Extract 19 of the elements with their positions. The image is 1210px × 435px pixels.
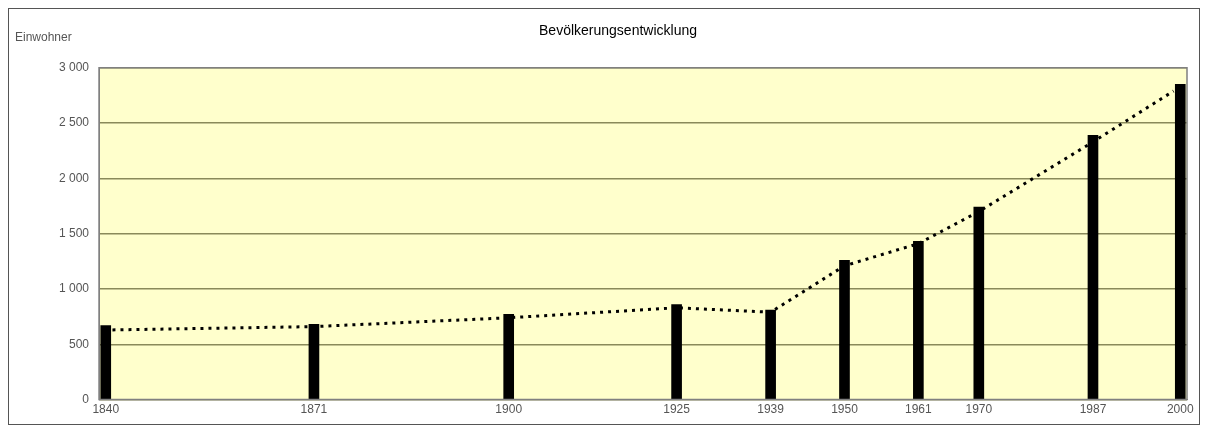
chart-title: Bevölkerungsentwicklung	[539, 22, 697, 39]
x-tick-label: 1871	[300, 402, 328, 417]
x-tick-label: 2000	[1166, 402, 1194, 417]
x-tick-label: 1925	[663, 402, 691, 417]
x-tick-label: 1987	[1079, 402, 1107, 417]
y-tick-label: 2 500	[59, 115, 90, 130]
y-tick-label: 0	[82, 391, 90, 406]
y-tick-label: 2 000	[59, 170, 90, 185]
x-tick-label: 1961	[905, 402, 933, 417]
y-tick-label: 1 000	[59, 281, 90, 296]
y-axis-title: Einwohner	[15, 30, 72, 45]
x-tick-label: 1939	[757, 402, 785, 417]
x-tick-label: 1970	[965, 402, 993, 417]
y-tick-label: 500	[69, 336, 90, 351]
x-tick-label: 1950	[831, 402, 859, 417]
y-tick-label: 3 000	[59, 60, 90, 75]
x-tick-label: 1900	[495, 402, 523, 417]
x-tick-label: 1840	[92, 402, 120, 417]
y-tick-label: 1 500	[59, 226, 90, 241]
